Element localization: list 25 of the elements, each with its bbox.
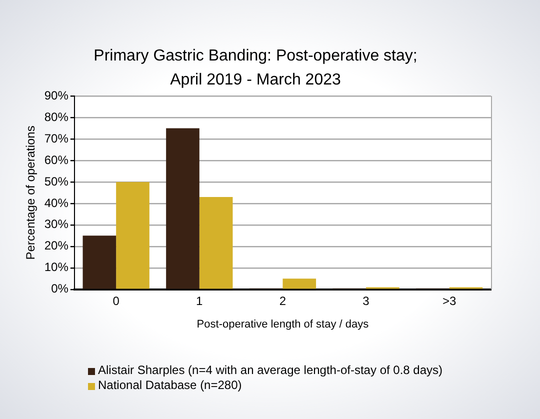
x-axis-title: Post-operative length of stay / days [196, 318, 370, 330]
y-tick-label: 0% [51, 282, 69, 296]
legend-label: Alistair Sharples (n=4 with an average length-of-stay of 0.8 days) [98, 363, 443, 377]
y-tick-label: 20% [44, 238, 69, 253]
legend-label: National Database (n=280) [98, 378, 242, 392]
x-tick-label: 3 [362, 294, 370, 308]
x-tick-label: 1 [196, 294, 204, 308]
bar [116, 182, 150, 289]
bar [82, 236, 116, 289]
x-tick-label: >3 [442, 294, 457, 308]
y-tick-label: 80% [44, 110, 69, 124]
x-tick-label: 0 [112, 294, 120, 308]
y-tick-label: 10% [44, 260, 69, 274]
y-tick-label: 30% [44, 217, 69, 232]
chart-title: Primary Gastric Banding: Post-operative stay; April 2019 - March 2023 [94, 47, 418, 88]
bar [166, 128, 200, 289]
y-tick-label: 60% [44, 152, 69, 167]
y-tick-label: 50% [44, 174, 69, 188]
y-axis-title: Percentage of operations [24, 126, 38, 260]
bar [199, 197, 233, 289]
y-tick-label: 70% [44, 131, 69, 146]
x-tick-label: 2 [279, 294, 286, 308]
y-tick-label: 90% [44, 88, 69, 102]
bar [282, 278, 316, 289]
y-tick-label: 40% [44, 196, 69, 210]
